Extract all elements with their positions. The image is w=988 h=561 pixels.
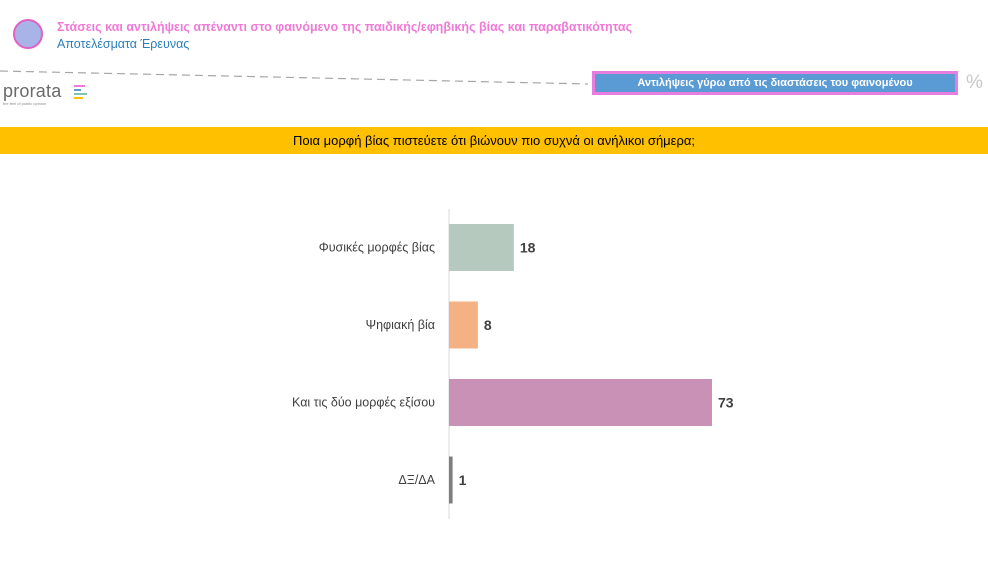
- bar-2: [449, 379, 712, 426]
- brand-logo: prorata the feel of public opinion: [3, 81, 87, 106]
- question-banner: Ποια μορφή βίας πιστεύετε ότι βιώνουν πι…: [0, 127, 988, 154]
- brand-bars-icon: [74, 85, 87, 101]
- category-label-2: Και τις δύο μορφές εξίσου: [292, 396, 435, 410]
- category-label-3: ΔΞ/ΔΑ: [398, 473, 435, 487]
- data-label-2: 73: [718, 395, 734, 411]
- category-label-1: Ψηφιακή βία: [366, 318, 435, 332]
- category-label-0: Φυσικές μορφές βίας: [319, 241, 435, 255]
- unit-label: %: [966, 72, 983, 93]
- bar-1: [449, 301, 478, 349]
- bar-3: [449, 456, 453, 504]
- report-title: Στάσεις και αντιλήψεις απέναντι στο φαιν…: [57, 20, 633, 34]
- question-text: Ποια μορφή βίας πιστεύετε ότι βιώνουν πι…: [293, 133, 695, 148]
- data-label-0: 18: [520, 240, 536, 256]
- report-subtitle: Αποτελέσματα Έρευνας: [57, 37, 190, 51]
- section-label-text: Αντιλήψεις γύρω από τις διαστάσεις του φ…: [637, 77, 913, 89]
- data-label-1: 8: [484, 317, 492, 333]
- brand-tagline: the feel of public opinion: [3, 101, 47, 106]
- survey-logo-circle: [13, 19, 43, 49]
- data-label-3: 1: [459, 472, 467, 488]
- brand-name: prorata: [3, 81, 62, 101]
- bar-0: [449, 224, 514, 271]
- header-divider: [0, 70, 589, 85]
- section-label: Αντιλήψεις γύρω από τις διαστάσεις του φ…: [592, 71, 958, 95]
